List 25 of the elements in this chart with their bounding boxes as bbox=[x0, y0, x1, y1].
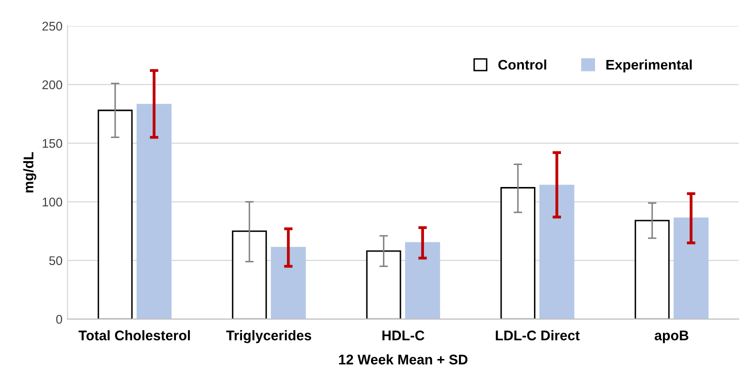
x-tick-label: LDL-C Direct bbox=[496, 330, 580, 340]
bar bbox=[634, 220, 670, 320]
bar bbox=[270, 246, 306, 320]
bar bbox=[98, 110, 133, 320]
bar bbox=[674, 218, 709, 320]
y-tick-label: 150 bbox=[42, 139, 62, 148]
x-tick-label: HDL-C bbox=[382, 330, 424, 340]
x-tick-label: apoB bbox=[654, 330, 688, 344]
y-tick-label: 0 bbox=[56, 314, 62, 324]
y-tick-label: 200 bbox=[42, 80, 62, 90]
legend-label: Experimental bbox=[606, 59, 692, 72]
bar bbox=[136, 104, 172, 320]
bar bbox=[232, 230, 267, 320]
bar bbox=[366, 250, 402, 320]
bar bbox=[500, 187, 536, 320]
y-tick-label: 250 bbox=[42, 22, 62, 31]
legend-label: Control bbox=[498, 59, 546, 70]
bar bbox=[405, 242, 440, 320]
y-tick-label: 50 bbox=[49, 256, 62, 266]
x-tick-label: Total Cholesterol bbox=[78, 330, 190, 340]
x-tick-label: Triglycerides bbox=[226, 330, 312, 344]
x-axis-title: 12 Week Mean + SD bbox=[339, 354, 468, 364]
bar bbox=[539, 184, 574, 320]
y-axis-title: mg/dL bbox=[23, 152, 36, 192]
y-tick-label: 100 bbox=[42, 198, 62, 206]
